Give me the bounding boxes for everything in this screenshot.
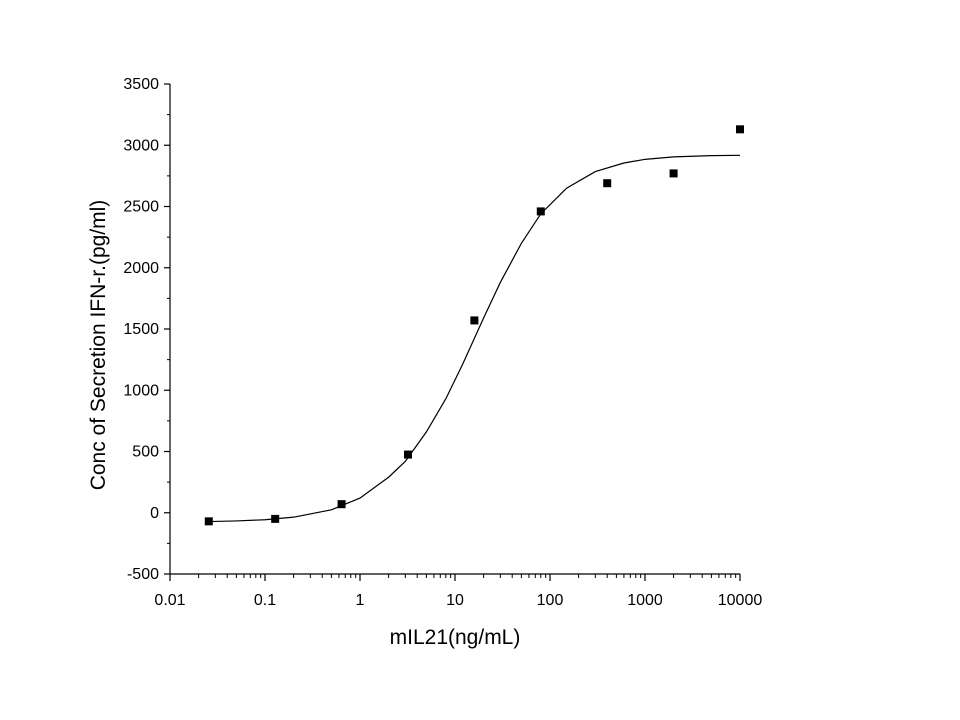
x-tick-label: 0.01 (154, 592, 185, 609)
data-point (603, 179, 612, 188)
y-tick-label: 3500 (123, 76, 159, 93)
data-point (669, 169, 678, 178)
data-point (736, 125, 744, 134)
y-tick-label: 1000 (123, 382, 159, 399)
y-tick-label: 1500 (123, 321, 159, 338)
fit-curve (208, 154, 741, 523)
x-tick-label: 1000 (627, 592, 663, 609)
y-tick-label: 2500 (123, 199, 159, 216)
y-axis-title: Conc of Secretion IFN-r.(pg/ml) (87, 200, 110, 491)
y-tick-label: 2000 (123, 260, 159, 277)
plot-area: -500 0 500 1000 1500 2000 2500 3000 3500 0.01 0.1 1… (123, 76, 762, 609)
x-tick-label: 100 (537, 592, 564, 609)
y-tick-label: -500 (127, 566, 159, 583)
x-tick-label: 0.1 (254, 592, 276, 609)
data-point (403, 450, 412, 459)
x-tick-label: 10000 (718, 592, 763, 609)
data-point (337, 500, 346, 509)
data-point (470, 316, 479, 325)
y-tick-label: 500 (132, 444, 159, 461)
x-axis-title: mIL21(ng/mL) (390, 626, 521, 649)
x-tick-label: 1 (356, 592, 365, 609)
y-tick-label: 0 (150, 505, 159, 522)
data-point (536, 207, 545, 216)
y-tick-label: 3000 (123, 137, 159, 154)
x-tick-label: 10 (446, 592, 464, 609)
data-point (204, 517, 213, 526)
data-point (271, 514, 280, 523)
